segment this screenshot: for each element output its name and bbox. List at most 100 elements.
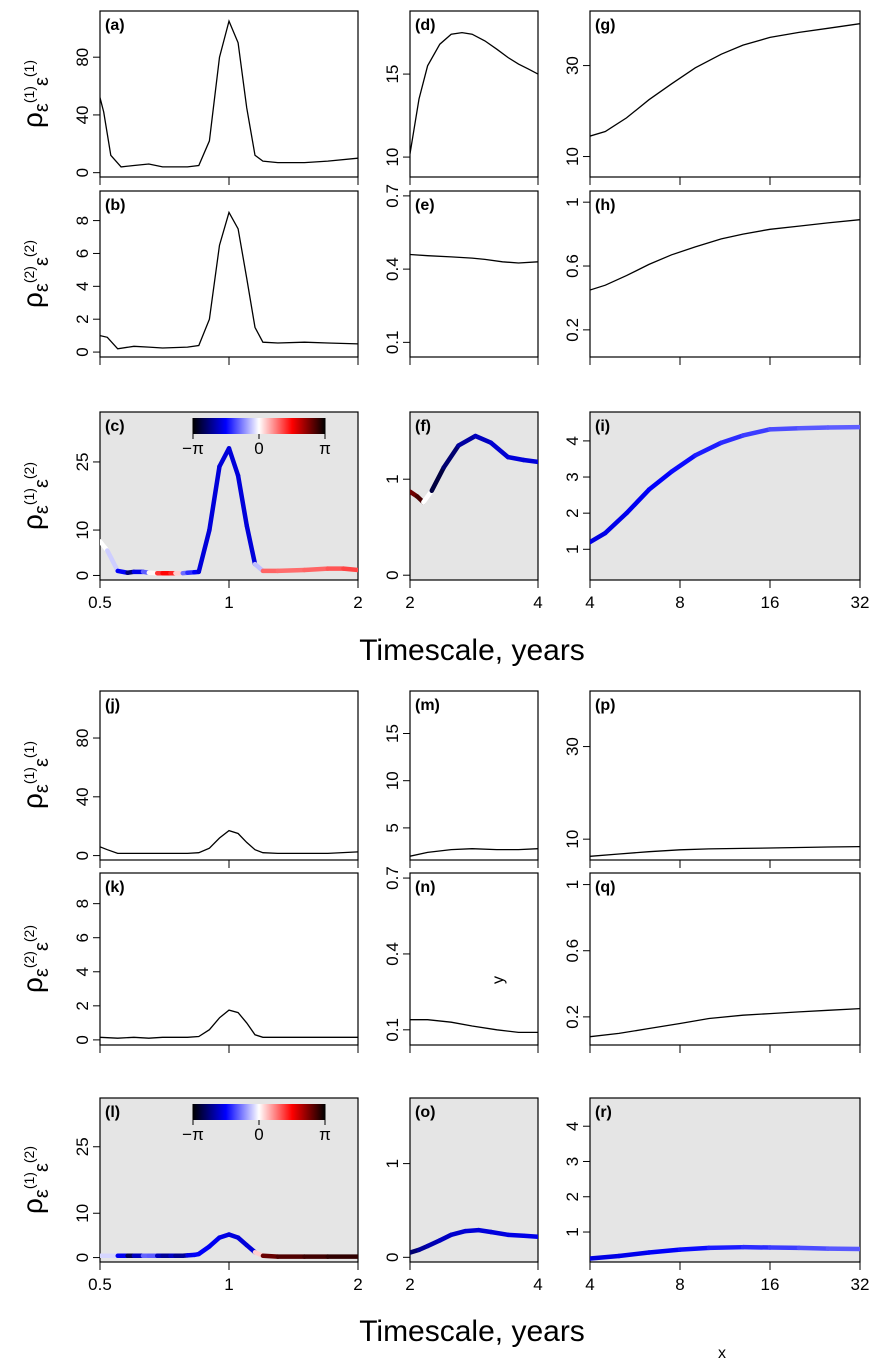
series-group <box>100 19 358 168</box>
panel-a: 0 40 80 (a) <box>73 10 359 185</box>
panel-label: (h) <box>595 197 615 214</box>
panel-frame <box>589 872 861 1046</box>
x-tick-label: 1 <box>224 1275 233 1294</box>
y-tick-label: 2 <box>563 1192 582 1201</box>
panel-d: 10 15 (d) <box>383 10 539 185</box>
y-tick-label: 15 <box>383 65 402 84</box>
series-group <box>100 829 358 855</box>
series-segment <box>521 1233 538 1239</box>
y-tick-label: 3 <box>563 1157 582 1166</box>
series-segment <box>456 433 478 448</box>
panel-label: (c) <box>105 418 125 435</box>
panel-label: (e) <box>415 197 435 214</box>
x-tick-label: 16 <box>761 593 780 612</box>
series-line <box>410 1019 538 1034</box>
y-tick-label: 0.7 <box>383 866 402 890</box>
series-group <box>410 848 538 857</box>
series-segment <box>235 473 249 528</box>
y-tick-label: 0.6 <box>563 254 582 278</box>
y-tick-label: 0.7 <box>383 184 402 208</box>
series-line <box>590 219 860 291</box>
y-tick-label: 15 <box>383 724 402 743</box>
panel-frame <box>589 690 861 861</box>
panel-j: 0 40 80 (j) <box>73 690 359 868</box>
series-segment <box>740 427 773 438</box>
panel-label: (m) <box>415 697 440 714</box>
y-tick-label: 4 <box>73 282 92 291</box>
panel-k: 0 2 4 6 8 (k) <box>73 872 359 1053</box>
series-segment <box>217 446 232 469</box>
panel-label: (q) <box>595 879 615 896</box>
y-tick-label: 6 <box>73 249 92 258</box>
series-group <box>410 1019 538 1034</box>
series-segment <box>590 530 608 545</box>
series-line <box>100 19 358 168</box>
panel-label: (g) <box>595 17 615 34</box>
y-tick-label: 10 <box>73 521 92 540</box>
series-group <box>100 446 358 576</box>
series-segment <box>693 440 724 458</box>
y-tick-label: 0 <box>383 1253 402 1262</box>
colorbar-label: π <box>319 439 331 458</box>
panel-r: 1 2 3 4 4 8 16 32 (r) <box>563 1097 869 1294</box>
panel-frame <box>589 10 861 178</box>
y-tick-label: 1 <box>563 197 582 206</box>
x-tick-label: 0.5 <box>88 593 112 612</box>
y-tick-label: 0.6 <box>563 939 582 963</box>
y-tick-label: 25 <box>73 452 92 471</box>
y-tick-label: 25 <box>73 1137 92 1156</box>
series-segment <box>624 487 652 516</box>
panel-f: 0 1 2 4 (f) <box>383 411 543 612</box>
y-tick-label: 10 <box>383 148 402 167</box>
series-line <box>410 31 538 154</box>
panel-label: (n) <box>415 879 435 896</box>
panel-frame <box>589 411 861 581</box>
series-segment <box>244 523 258 567</box>
y-tick-label: 0 <box>73 168 92 177</box>
panel-h: 0.2 0.6 1 (h) <box>563 190 861 365</box>
panel-frame <box>589 190 861 358</box>
panel-o: 0 1 2 4 (o) <box>383 1097 543 1294</box>
series-group <box>410 433 538 505</box>
y-tick-label: 2 <box>73 314 92 323</box>
y-tick-label: 80 <box>73 48 92 67</box>
series-group <box>410 1227 538 1255</box>
series-segment <box>706 1244 746 1251</box>
panel-frame <box>99 690 359 861</box>
y-axis-label-rho11: ρε(1)ε(1) <box>17 60 53 128</box>
y-axis-label-rho11: ρε(1)ε(1) <box>17 741 53 809</box>
series-group <box>590 23 860 137</box>
y-tick-label: 1 <box>383 474 402 483</box>
y-axis-label-rho22: ρε(2)ε(2) <box>17 925 53 993</box>
panel-label: (i) <box>595 418 610 435</box>
x-tick-label: 4 <box>585 593 594 612</box>
y-tick-label: 10 <box>563 147 582 166</box>
series-line <box>590 1007 860 1038</box>
y-tick-label: 1 <box>563 1227 582 1236</box>
y-tick-label: 0 <box>73 851 92 860</box>
y-tick-label: 8 <box>73 216 92 225</box>
series-group <box>100 1009 358 1039</box>
series-segment <box>677 1245 712 1252</box>
series-group <box>410 253 538 264</box>
phase-colorbar <box>193 1104 325 1120</box>
y-tick-label: 0.1 <box>383 1018 402 1042</box>
y-tick-label: 5 <box>383 823 402 832</box>
y-tick-label: 4 <box>73 967 92 976</box>
series-line <box>410 253 538 264</box>
y-tick-label: 2 <box>563 508 582 517</box>
series-segment <box>448 1228 468 1238</box>
y-axis-label-rho22: ρε(2)ε(2) <box>17 240 53 308</box>
panel-g: 10 30 (g) <box>563 10 861 185</box>
y-tick-label: 0.2 <box>563 1005 582 1029</box>
panel-label: (o) <box>415 1104 435 1121</box>
y-tick-label: 1 <box>383 1159 402 1168</box>
panel-label: (r) <box>595 1104 612 1121</box>
series-segment <box>521 457 538 465</box>
colorbar-label: −π <box>182 1125 204 1144</box>
panel-frame <box>409 872 539 1046</box>
colorbar-label: 0 <box>254 1125 263 1144</box>
panel-l: 0 10 25 0.5 1 2 (l) −π 0 π <box>73 1097 363 1294</box>
panel-n: 0.1 0.4 0.7 (n) <box>383 866 539 1053</box>
